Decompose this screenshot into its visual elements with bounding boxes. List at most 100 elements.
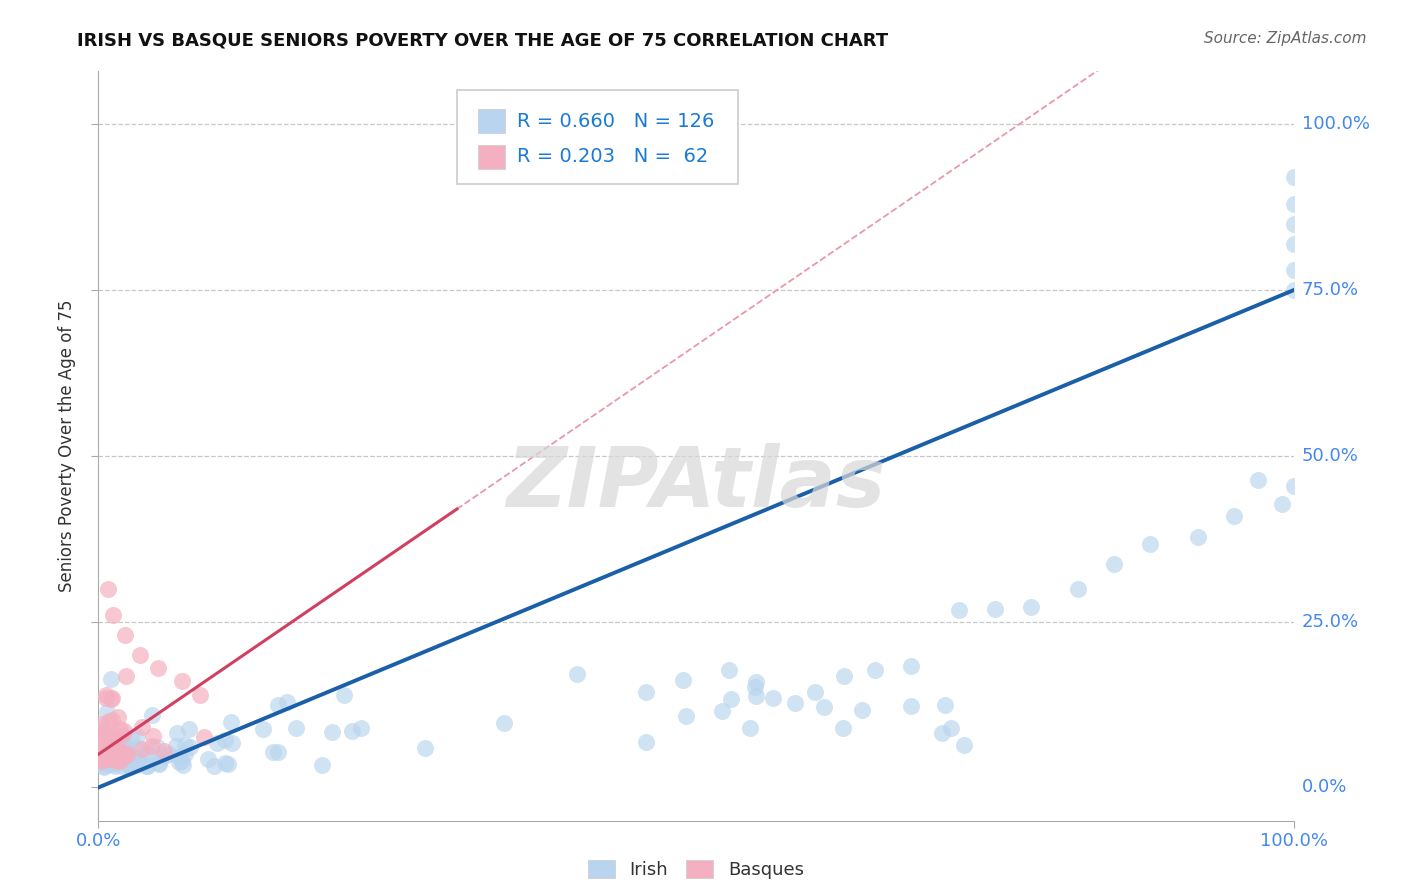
Text: ZIPAtlas: ZIPAtlas — [506, 443, 886, 524]
Point — [98, 743, 121, 757]
Point — [136, 759, 159, 773]
Point — [114, 741, 136, 756]
Point — [953, 738, 976, 752]
Point — [103, 752, 125, 766]
Point — [1067, 582, 1090, 596]
Point — [115, 747, 138, 761]
Point — [1282, 283, 1305, 297]
Point — [93, 741, 115, 756]
Point — [131, 721, 153, 735]
Point — [98, 756, 121, 771]
Point — [321, 725, 343, 739]
Point — [745, 675, 768, 690]
Point — [148, 661, 170, 675]
Point — [931, 726, 953, 740]
Point — [89, 725, 111, 739]
Point — [494, 716, 516, 731]
Point — [350, 721, 373, 735]
Point — [804, 685, 827, 699]
Point — [101, 713, 124, 727]
Point — [104, 755, 127, 769]
Point — [105, 747, 128, 762]
Point — [1271, 497, 1294, 511]
Point — [93, 752, 115, 766]
Point — [117, 758, 139, 772]
Point — [142, 729, 165, 743]
Point — [672, 673, 695, 687]
Point — [112, 738, 135, 752]
Point — [900, 659, 922, 673]
Point — [738, 721, 761, 735]
Point — [97, 729, 120, 743]
Point — [984, 601, 1007, 615]
Point — [93, 751, 115, 765]
Point — [93, 750, 115, 764]
Point — [276, 695, 298, 709]
Point — [1282, 236, 1305, 251]
Text: Source: ZipAtlas.com: Source: ZipAtlas.com — [1204, 31, 1367, 46]
Point — [252, 722, 274, 736]
Point — [262, 745, 284, 759]
Point — [266, 698, 288, 712]
Text: 50.0%: 50.0% — [1302, 447, 1358, 465]
Point — [104, 759, 127, 773]
Point — [98, 748, 121, 763]
Point — [174, 747, 197, 761]
Point — [98, 741, 121, 756]
Point — [120, 731, 142, 746]
Point — [90, 716, 112, 731]
Point — [100, 692, 122, 706]
Point — [136, 747, 159, 762]
Point — [217, 757, 239, 772]
Point — [172, 757, 194, 772]
Point — [202, 759, 225, 773]
Point — [93, 748, 115, 763]
Point — [111, 728, 134, 742]
Point — [565, 667, 588, 681]
Text: IRISH VS BASQUE SENIORS POVERTY OVER THE AGE OF 75 CORRELATION CHART: IRISH VS BASQUE SENIORS POVERTY OVER THE… — [77, 31, 889, 49]
Point — [762, 690, 785, 705]
Point — [1139, 537, 1161, 551]
Point — [94, 688, 117, 702]
Point — [91, 733, 114, 747]
Point — [104, 743, 127, 757]
Point — [179, 740, 201, 755]
Point — [193, 731, 215, 745]
Point — [100, 750, 122, 764]
Point — [91, 751, 114, 765]
Point — [221, 736, 243, 750]
Bar — [478, 109, 505, 133]
Point — [851, 703, 873, 717]
Point — [173, 738, 195, 752]
Point — [93, 731, 115, 746]
Point — [104, 731, 127, 746]
Point — [97, 714, 120, 729]
Point — [865, 663, 887, 677]
Point — [125, 757, 148, 772]
Point — [832, 669, 855, 683]
Point — [152, 744, 174, 758]
Point — [101, 730, 124, 744]
Point — [93, 735, 115, 749]
Point — [1282, 263, 1305, 277]
Point — [114, 628, 136, 642]
Text: 25.0%: 25.0% — [1302, 613, 1360, 631]
Point — [89, 747, 111, 761]
Point — [177, 722, 200, 736]
Point — [219, 714, 242, 729]
Point — [813, 700, 835, 714]
Point — [89, 727, 111, 741]
Point — [636, 685, 658, 699]
Point — [717, 663, 740, 677]
Y-axis label: Seniors Poverty Over the Age of 75: Seniors Poverty Over the Age of 75 — [58, 300, 76, 592]
Point — [93, 758, 115, 772]
Text: R = 0.660   N = 126: R = 0.660 N = 126 — [517, 112, 714, 131]
Point — [141, 739, 163, 753]
Point — [101, 756, 124, 771]
Point — [94, 743, 117, 757]
Point — [1282, 197, 1305, 211]
Point — [115, 668, 138, 682]
Point — [214, 756, 236, 771]
Point — [94, 747, 117, 761]
Point — [720, 692, 742, 706]
